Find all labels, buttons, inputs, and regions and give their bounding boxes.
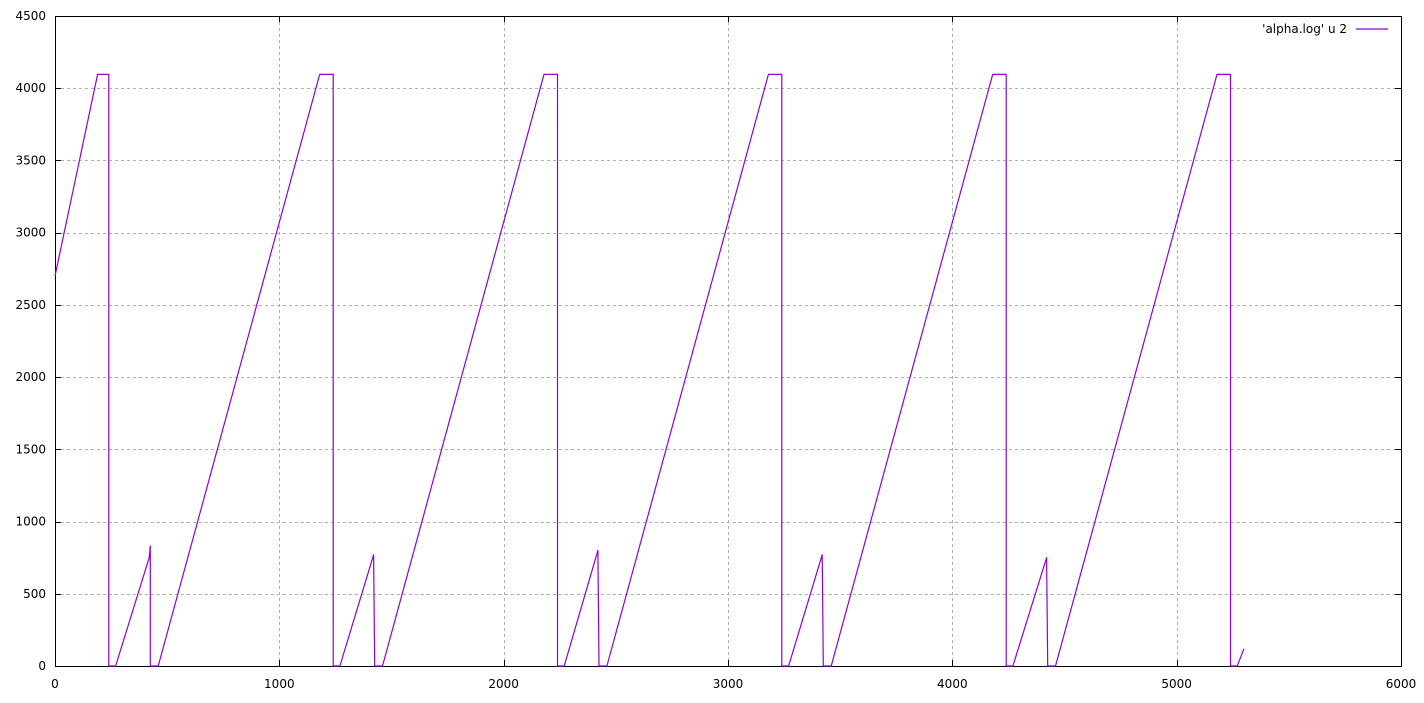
y-tick-label: 3500: [15, 153, 46, 167]
y-tick-label: 2500: [15, 298, 46, 312]
x-tick-label: 6000: [1386, 677, 1417, 691]
x-tick-label: 3000: [713, 677, 744, 691]
legend: 'alpha.log' u 2: [1262, 22, 1388, 36]
y-tick-label: 4500: [15, 9, 46, 23]
y-tick-label: 500: [23, 587, 46, 601]
legend-label: 'alpha.log' u 2: [1262, 22, 1347, 36]
x-tick-label: 0: [51, 677, 59, 691]
y-tick-label: 1500: [15, 442, 46, 456]
y-tick-label: 0: [38, 659, 46, 673]
series-line-0: [54, 73, 1245, 667]
y-tick-label: 2000: [15, 370, 46, 384]
x-tick-label: 4000: [937, 677, 968, 691]
y-tick-label: 4000: [15, 81, 46, 95]
series-layer: [54, 73, 1245, 667]
x-tick-label: 2000: [488, 677, 519, 691]
grid-layer: [55, 16, 1401, 666]
ticks-layer: 0 1000 2000 3000 4000 5000 6000 0 500 1000 1500 200…: [15, 9, 1416, 691]
y-tick-label: 1000: [15, 515, 46, 529]
x-tick-label: 1000: [264, 677, 295, 691]
x-tick-label: 5000: [1161, 677, 1192, 691]
y-tick-label: 3000: [15, 226, 46, 240]
